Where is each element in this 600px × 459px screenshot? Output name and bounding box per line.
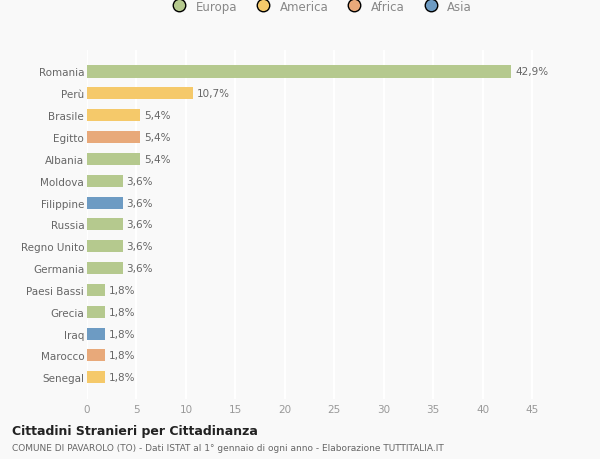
Bar [87,219,122,231]
Text: 5,4%: 5,4% [145,133,171,143]
Bar [87,153,140,166]
Text: 3,6%: 3,6% [127,176,153,186]
Text: 5,4%: 5,4% [145,111,171,121]
Bar [87,371,105,383]
Text: 1,8%: 1,8% [109,307,135,317]
Text: 3,6%: 3,6% [127,263,153,274]
Bar [87,67,511,78]
Text: 1,8%: 1,8% [109,285,135,295]
Text: 5,4%: 5,4% [145,155,171,164]
Bar [87,132,140,144]
Bar [87,328,105,340]
Text: 1,8%: 1,8% [109,351,135,361]
Bar [87,175,122,187]
Text: Cittadini Stranieri per Cittadinanza: Cittadini Stranieri per Cittadinanza [12,425,258,437]
Text: COMUNE DI PAVAROLO (TO) - Dati ISTAT al 1° gennaio di ogni anno - Elaborazione T: COMUNE DI PAVAROLO (TO) - Dati ISTAT al … [12,443,444,452]
Text: 1,8%: 1,8% [109,329,135,339]
Bar [87,197,122,209]
Bar [87,241,122,253]
Bar [87,88,193,100]
Bar [87,350,105,362]
Bar [87,306,105,318]
Text: 10,7%: 10,7% [197,89,230,99]
Text: 1,8%: 1,8% [109,373,135,382]
Bar [87,284,105,297]
Bar [87,263,122,274]
Text: 3,6%: 3,6% [127,242,153,252]
Legend: Europa, America, Africa, Asia: Europa, America, Africa, Asia [167,0,472,13]
Text: 3,6%: 3,6% [127,198,153,208]
Bar [87,110,140,122]
Text: 42,9%: 42,9% [515,67,548,77]
Text: 3,6%: 3,6% [127,220,153,230]
